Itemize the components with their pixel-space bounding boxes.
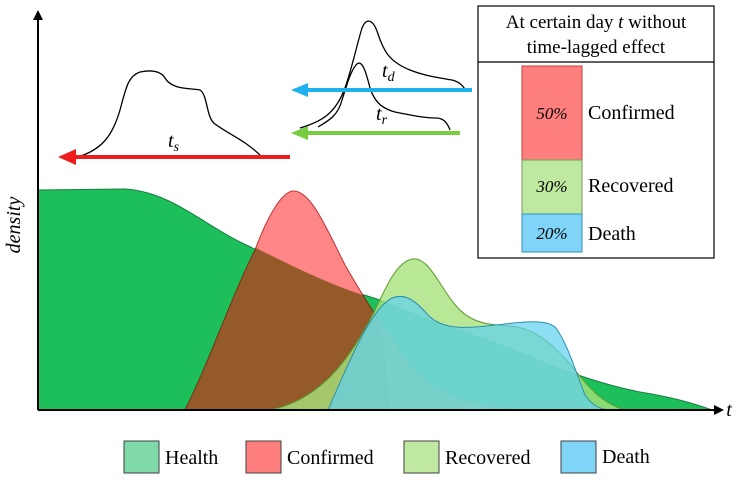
- t-r-label: tr: [376, 103, 388, 128]
- info-box-title-line1: At certain day t without: [506, 12, 687, 33]
- death-row-label: Death: [588, 223, 636, 245]
- death-pct: 20%: [536, 224, 567, 243]
- legend-health-label: Health: [165, 447, 218, 469]
- y-axis-label: density: [3, 197, 25, 254]
- info-box: At certain day t without time-lagged eff…: [477, 5, 715, 259]
- legend-recovered-label: Recovered: [445, 447, 531, 469]
- t-s-arrow: [58, 149, 290, 165]
- legend-confirmed-swatch: [245, 440, 282, 474]
- legend-recovered-swatch: [403, 440, 440, 474]
- x-axis-label: t: [726, 399, 732, 421]
- t-d-label: td: [382, 60, 396, 85]
- t-s-lag-curve: [77, 70, 263, 158]
- confirmed-row-label: Confirmed: [588, 102, 675, 124]
- recovered-row-label: Recovered: [588, 175, 674, 197]
- t-s-label: ts: [168, 130, 180, 155]
- t-r-arrow: [291, 126, 460, 140]
- legend-death-swatch: [560, 440, 597, 474]
- confirmed-proportion-bar: [521, 65, 583, 161]
- legend-health-swatch: [123, 440, 160, 474]
- t-d-arrow: [291, 83, 472, 97]
- legend: Health Confirmed Recovered Death: [123, 440, 650, 474]
- recovered-pct: 30%: [535, 177, 567, 196]
- death-proportion-bar: [521, 213, 583, 253]
- recovered-proportion-bar: [521, 159, 583, 215]
- legend-death-label: Death: [602, 446, 650, 468]
- legend-confirmed-label: Confirmed: [287, 447, 374, 469]
- death-density-area: [327, 295, 613, 411]
- info-box-title-line2: time-lagged effect: [527, 37, 666, 58]
- confirmed-pct: 50%: [536, 104, 567, 123]
